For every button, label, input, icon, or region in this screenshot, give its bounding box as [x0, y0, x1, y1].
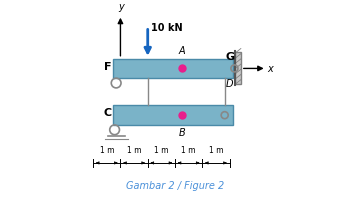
FancyBboxPatch shape — [236, 52, 241, 84]
FancyBboxPatch shape — [113, 106, 233, 125]
Text: 1 m: 1 m — [99, 146, 114, 155]
Text: C: C — [104, 108, 112, 118]
Text: 1 m: 1 m — [154, 146, 169, 155]
Text: B: B — [178, 128, 185, 138]
Text: D: D — [226, 79, 233, 89]
Text: 1 m: 1 m — [181, 146, 196, 155]
FancyBboxPatch shape — [113, 59, 233, 78]
Text: 10 kN: 10 kN — [150, 24, 182, 33]
Text: x: x — [267, 64, 273, 74]
Text: A: A — [178, 46, 185, 56]
Text: F: F — [104, 62, 112, 72]
Text: 1 m: 1 m — [209, 146, 223, 155]
Text: 1 m: 1 m — [127, 146, 141, 155]
Text: y: y — [119, 2, 124, 12]
Text: Gambar 2 / Figure 2: Gambar 2 / Figure 2 — [126, 181, 224, 191]
Text: G: G — [225, 52, 234, 62]
